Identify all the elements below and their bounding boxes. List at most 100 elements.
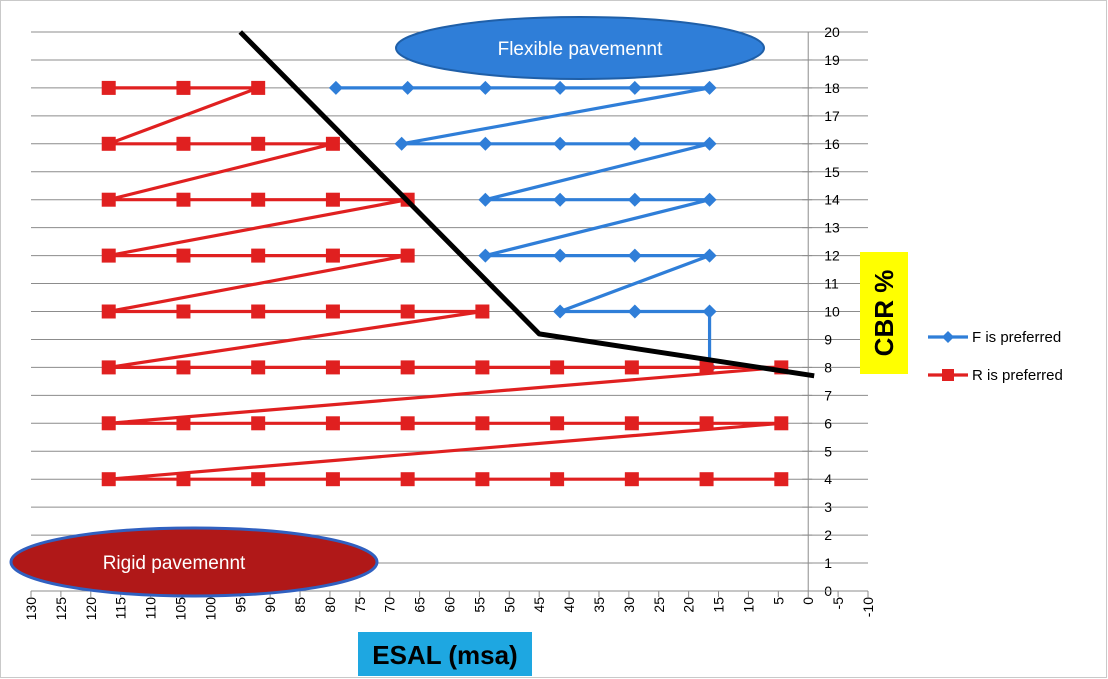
x-tick-label: 60 — [442, 597, 458, 613]
data-point — [774, 472, 789, 487]
x-tick-label: 5 — [770, 597, 786, 605]
legend-item: R is preferred — [928, 367, 1063, 384]
data-point — [176, 304, 191, 319]
x-tick-label: 35 — [591, 597, 607, 613]
data-point — [325, 136, 340, 151]
y-tick-label: 6 — [824, 415, 832, 431]
x-tick-label: 110 — [143, 597, 159, 620]
data-point — [400, 416, 415, 431]
y-tick-label: 14 — [824, 192, 840, 208]
x-tick-label: 80 — [322, 597, 338, 613]
x-tick-label: 55 — [471, 597, 487, 613]
rigid-oval-text: Rigid pavemennt — [103, 553, 246, 574]
series-layer — [101, 80, 789, 487]
legend: F is preferred R is preferred — [928, 329, 1063, 384]
flexible-oval — [395, 16, 765, 80]
y-tick-label: 15 — [824, 164, 840, 180]
x-tick-label: 20 — [681, 597, 697, 613]
data-point — [624, 472, 639, 487]
y-tick-label: 18 — [824, 80, 840, 96]
data-point — [478, 80, 493, 95]
data-point — [553, 80, 568, 95]
x-tick-label: 115 — [113, 597, 129, 620]
data-point — [400, 80, 415, 95]
flexible-pavement-label: Flexible pavemennt — [395, 16, 765, 80]
data-point — [553, 248, 568, 263]
x-tick-label: 130 — [23, 597, 39, 621]
legend-marker — [942, 331, 954, 343]
y-title-text: CBR % — [869, 270, 899, 357]
data-point — [550, 416, 565, 431]
data-point — [624, 360, 639, 375]
data-point — [394, 136, 409, 151]
data-point — [553, 192, 568, 207]
data-point — [325, 192, 340, 207]
y-tick-label: 5 — [824, 443, 832, 459]
data-point — [627, 192, 642, 207]
y-tick-label: 4 — [824, 471, 832, 487]
flexible-oval-text: Flexible pavemennt — [498, 39, 663, 60]
legend-label: F is preferred — [972, 329, 1061, 346]
x-tick-label: 30 — [621, 597, 637, 613]
x-tick-label: 70 — [382, 597, 398, 613]
legend-label: R is preferred — [972, 367, 1063, 384]
series-f-is-preferred — [328, 80, 717, 375]
data-point — [699, 360, 714, 375]
x-tick-label: 85 — [292, 597, 308, 613]
data-point — [251, 136, 266, 151]
y-tick-label: 13 — [824, 220, 840, 236]
data-point — [478, 136, 493, 151]
data-point — [325, 472, 340, 487]
data-point — [251, 304, 266, 319]
y-tick-label: 19 — [824, 52, 840, 68]
y-title-bg — [860, 252, 908, 374]
y-tick-label: 8 — [824, 359, 832, 375]
data-point — [101, 360, 116, 375]
y-tick-label: 1 — [824, 555, 832, 571]
data-point — [624, 416, 639, 431]
data-point — [251, 248, 266, 263]
data-point — [176, 472, 191, 487]
data-point — [478, 248, 493, 263]
data-point — [475, 472, 490, 487]
y-tick-label: 16 — [824, 136, 840, 152]
data-point — [699, 416, 714, 431]
x-tick-label: 120 — [83, 597, 99, 621]
y-tick-label: 7 — [824, 387, 832, 403]
y-tick-label: 17 — [824, 108, 840, 124]
data-point — [176, 360, 191, 375]
series-r-is-preferred — [101, 80, 789, 487]
data-point — [176, 192, 191, 207]
y-tick-label: 2 — [824, 527, 832, 543]
x-tick-label: 0 — [800, 597, 816, 605]
y-tick-label: 20 — [824, 24, 840, 40]
data-point — [176, 80, 191, 95]
data-point — [101, 136, 116, 151]
data-point — [627, 80, 642, 95]
data-point — [627, 248, 642, 263]
x-tick-label: 100 — [202, 597, 218, 621]
data-point — [101, 304, 116, 319]
data-point — [101, 248, 116, 263]
annotations: Flexible pavemennt Rigid pavemennt — [9, 16, 765, 598]
x-tick-label: 25 — [651, 597, 667, 613]
x-tick-label: 50 — [501, 597, 517, 613]
data-point — [702, 136, 717, 151]
data-point — [400, 248, 415, 263]
y-tick-label: 12 — [824, 248, 840, 264]
y-tick-label: 9 — [824, 331, 832, 347]
data-point — [550, 472, 565, 487]
x-tick-label: 40 — [561, 597, 577, 613]
data-point — [475, 360, 490, 375]
x-tick-label: 65 — [412, 597, 428, 613]
x-tick-label: 90 — [262, 597, 278, 613]
data-point — [627, 136, 642, 151]
axis-titles: ESAL (msa) CBR % — [358, 252, 908, 676]
data-point — [478, 192, 493, 207]
y-tick-label: 10 — [824, 304, 840, 320]
y-axis-title: CBR % — [860, 252, 908, 374]
data-point — [400, 304, 415, 319]
